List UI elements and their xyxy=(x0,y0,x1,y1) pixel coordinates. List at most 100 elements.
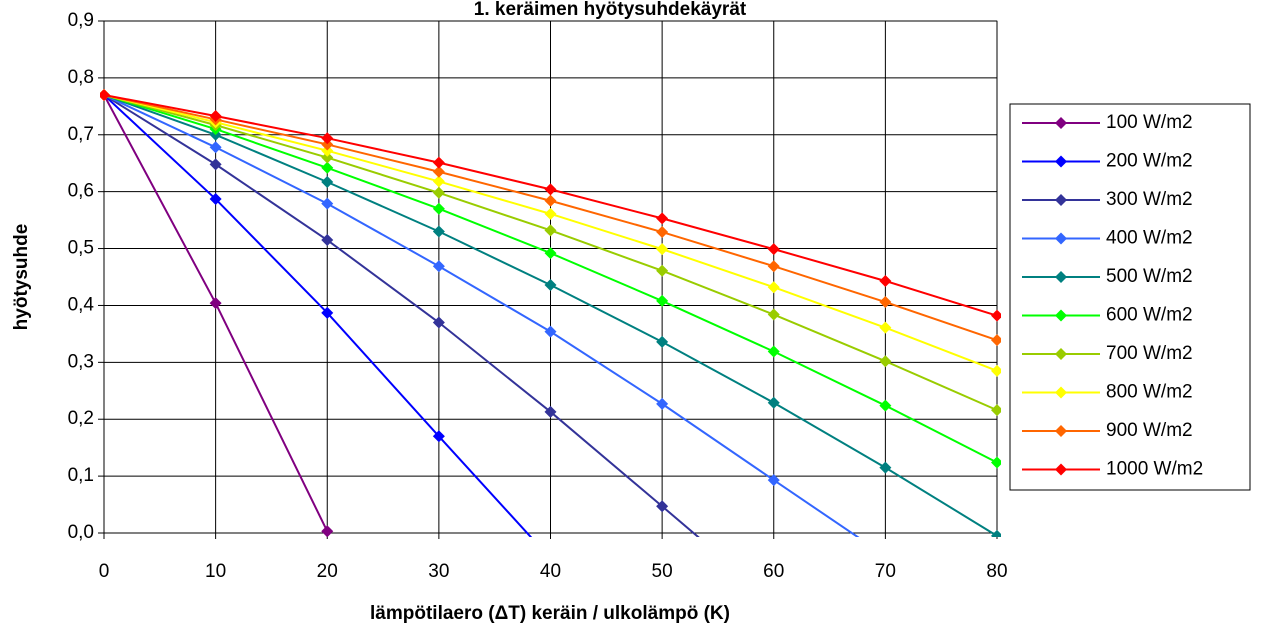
data-point xyxy=(209,110,222,123)
data-point xyxy=(321,151,334,164)
data-point xyxy=(321,525,334,537)
y-tick-label: 0,1 xyxy=(68,465,94,486)
legend-label: 600 W/m2 xyxy=(1106,305,1193,326)
data-point xyxy=(656,500,669,513)
data-point xyxy=(656,212,669,225)
legend-marker xyxy=(1055,117,1067,129)
data-point xyxy=(879,321,892,334)
data-point xyxy=(209,193,222,206)
y-tick-label: 0,8 xyxy=(68,67,94,88)
data-point xyxy=(321,197,334,210)
data-point xyxy=(991,364,1001,377)
x-tick-label: 70 xyxy=(875,561,896,582)
legend-marker xyxy=(1055,348,1067,360)
legend-marker xyxy=(1055,386,1067,399)
data-point xyxy=(432,260,445,273)
data-point xyxy=(432,175,445,188)
data-point xyxy=(544,278,557,291)
data-point xyxy=(767,396,780,409)
legend-label: 200 W/m2 xyxy=(1106,151,1193,172)
legend-marker xyxy=(1055,194,1067,206)
data-point xyxy=(544,224,557,237)
data-point xyxy=(209,158,222,171)
data-point xyxy=(767,308,780,321)
legend-label: 800 W/m2 xyxy=(1106,382,1193,403)
data-point xyxy=(767,243,780,256)
legend-label: 500 W/m2 xyxy=(1106,266,1193,287)
data-point xyxy=(879,355,892,368)
legend-label: 1000 W/m2 xyxy=(1106,459,1203,480)
data-point xyxy=(656,397,669,410)
data-point xyxy=(991,456,1001,469)
data-point xyxy=(544,247,557,260)
y-tick-label: 0,4 xyxy=(68,294,95,315)
data-point xyxy=(432,165,445,178)
data-point xyxy=(879,296,892,309)
data-point xyxy=(991,334,1001,347)
data-point xyxy=(656,226,669,239)
data-point xyxy=(879,274,892,287)
data-point xyxy=(767,281,780,294)
x-tick-label: 60 xyxy=(763,561,784,582)
data-point xyxy=(544,325,557,338)
data-point xyxy=(321,175,334,188)
data-point xyxy=(991,529,1001,537)
x-tick-label: 40 xyxy=(540,561,561,582)
data-point xyxy=(656,264,669,277)
series-line xyxy=(103,94,860,537)
y-tick-label: 0,3 xyxy=(68,351,94,372)
y-tick-label: 0,6 xyxy=(68,181,94,202)
legend-marker xyxy=(1055,271,1067,283)
data-point xyxy=(209,141,222,154)
y-tick-label: 0,7 xyxy=(68,124,94,145)
data-point xyxy=(768,595,780,607)
data-point xyxy=(544,207,557,220)
legend-marker xyxy=(1055,425,1067,437)
data-point xyxy=(321,138,334,151)
chart-title: 1. keräimen hyötysuhdekäyrät xyxy=(474,0,747,20)
data-point xyxy=(432,430,445,443)
data-point xyxy=(209,297,222,310)
y-tick-label: 0,0 xyxy=(68,522,94,543)
x-tick-label: 30 xyxy=(428,561,449,582)
data-point xyxy=(100,88,110,101)
y-tick-label: 0,9 xyxy=(68,10,94,31)
legend-label: 400 W/m2 xyxy=(1106,228,1193,249)
y-tick-label: 0,5 xyxy=(68,238,94,259)
data-point xyxy=(432,156,445,169)
data-point xyxy=(991,404,1001,417)
data-point xyxy=(767,474,780,487)
data-point xyxy=(321,144,334,157)
data-point xyxy=(656,294,669,307)
legend-box xyxy=(1009,103,1251,491)
data-point xyxy=(991,309,1001,322)
data-point xyxy=(879,399,892,412)
data-point xyxy=(321,234,334,247)
legend-marker xyxy=(1055,309,1067,322)
data-point xyxy=(656,335,669,348)
data-point xyxy=(767,345,780,358)
legend-label: 900 W/m2 xyxy=(1106,420,1193,441)
legend-marker xyxy=(1055,463,1067,476)
data-point xyxy=(321,132,334,145)
x-axis-label: lämpötilaero (ΔT) keräin / ulkolämpö (K) xyxy=(370,603,730,624)
y-axis-label: hyötysuhde xyxy=(11,224,32,331)
legend-marker xyxy=(1055,155,1067,168)
x-tick-label: 50 xyxy=(652,561,673,582)
data-point xyxy=(544,194,557,207)
x-tick-label: 80 xyxy=(986,561,1007,582)
data-point xyxy=(656,243,669,256)
legend-label: 100 W/m2 xyxy=(1106,112,1193,133)
y-tick-label: 0,2 xyxy=(68,408,94,429)
legend-label: 300 W/m2 xyxy=(1106,189,1193,210)
data-point xyxy=(879,550,891,562)
data-point xyxy=(432,225,445,238)
legend-marker xyxy=(1055,232,1067,245)
x-tick-label: 0 xyxy=(99,561,110,582)
x-tick-label: 10 xyxy=(205,561,226,582)
data-point xyxy=(544,405,557,418)
data-point xyxy=(544,183,557,196)
data-point xyxy=(432,186,445,199)
data-point xyxy=(432,202,445,215)
